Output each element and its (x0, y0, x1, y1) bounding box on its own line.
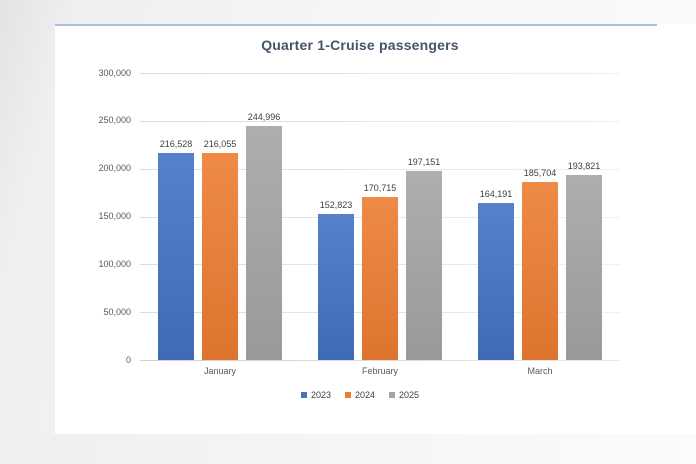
y-axis-tick-label: 300,000 (98, 67, 131, 78)
chart-legend: 2023 2024 2025 (55, 390, 665, 400)
legend-swatch-2023 (300, 392, 307, 398)
x-axis-category-label: March (527, 366, 553, 376)
bar-value-label: 152,823 (319, 199, 353, 210)
bar-group: 152,823 170,715 197,151 (318, 73, 442, 360)
legend-item-2023: 2023 (300, 390, 331, 400)
y-axis-tick-label: 50,000 (103, 306, 131, 317)
y-axis-tick-label: 0 (125, 354, 131, 365)
legend-item-2024: 2024 (344, 390, 376, 400)
bar-2023-march: 164,191 (478, 189, 514, 360)
bar-2025-january: 244,996 (246, 112, 282, 360)
bar-value-label: 170,715 (363, 182, 397, 193)
gridline (140, 360, 620, 361)
bar-value-label: 193,821 (567, 160, 601, 171)
legend-item-2025: 2025 (389, 390, 419, 400)
bar-2024-january: 216,055 (202, 139, 238, 360)
x-axis-category-label: January (203, 366, 237, 376)
gridline (140, 120, 620, 122)
panel-top-border (55, 24, 657, 26)
y-axis-tick-label: 200,000 (98, 163, 131, 174)
y-axis-tick-label: 150,000 (98, 211, 131, 221)
legend-swatch-2024 (344, 392, 351, 398)
legend-swatch-2025 (389, 392, 396, 398)
bar-2024-march: 185,704 (522, 168, 558, 360)
bar-value-label: 197,151 (407, 157, 441, 168)
legend-label: 2025 (399, 390, 420, 400)
bar-2023-february: 152,823 (318, 200, 354, 360)
y-axis-tick-label: 250,000 (98, 115, 131, 126)
bar-2023-january: 216,528 (158, 139, 194, 360)
bar-group: 216,528 216,055 244,996 (158, 73, 282, 360)
bar-value-label: 244,996 (247, 111, 281, 122)
bar-value-label: 185,704 (523, 168, 557, 179)
legend-label: 2024 (354, 390, 376, 400)
bar-2025-march: 193,821 (566, 161, 602, 360)
plot-area: 300,000 250,000 200,000 150,000 100,000 50,00… (98, 68, 620, 376)
bar-value-label: 216,055 (203, 139, 237, 150)
bar-2025-february: 197,151 (406, 157, 442, 360)
bar-value-label: 164,191 (479, 188, 513, 199)
bar-2024-february: 170,715 (362, 183, 398, 360)
bottom-gradient-strip (0, 434, 696, 464)
legend-label: 2023 (310, 390, 331, 400)
y-axis-tick-label: 100,000 (98, 258, 131, 269)
bar-value-label: 216,528 (159, 138, 193, 149)
gridline (140, 168, 620, 170)
chart-title: Quarter 1-Cruise passengers (261, 37, 459, 53)
slide-panel: Quarter 1-Cruise passengers 300,000 250,0… (55, 24, 696, 464)
bar-group: 164,191 185,704 193,821 (478, 73, 602, 360)
gridline (140, 73, 620, 74)
x-axis-category-label: February (361, 366, 398, 376)
